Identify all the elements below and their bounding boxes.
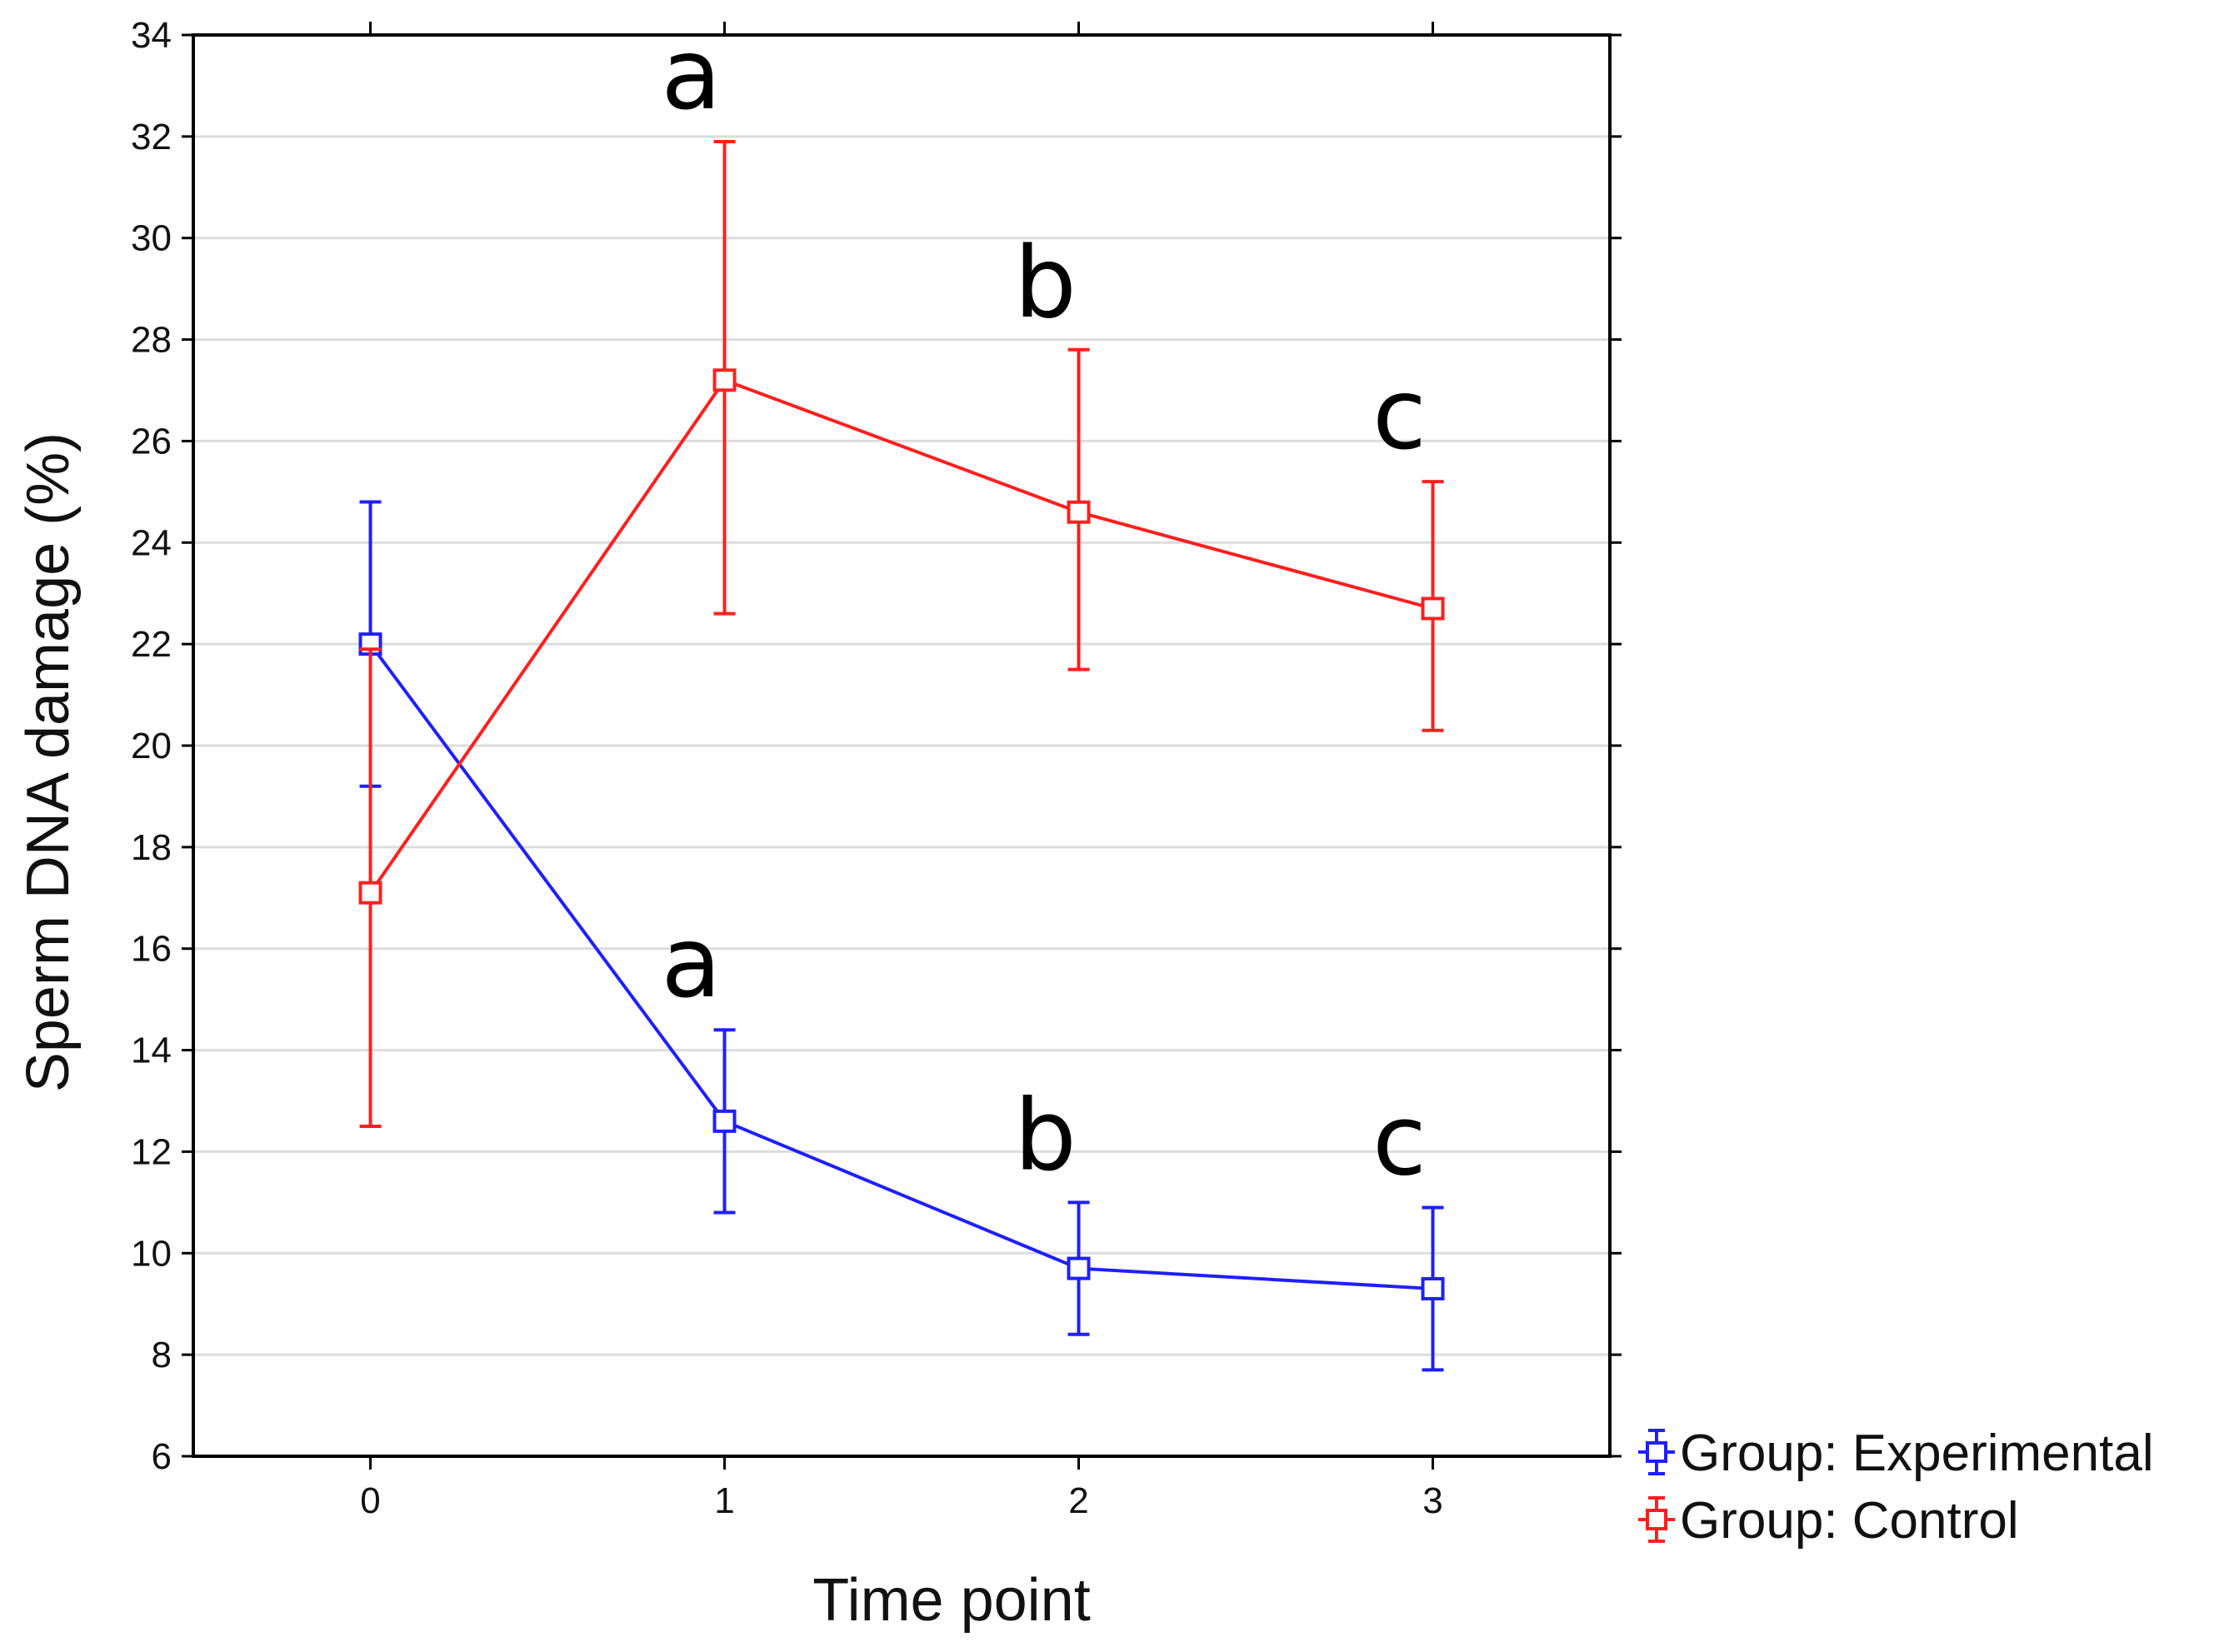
x-tick-label: 3 [1422, 1480, 1442, 1521]
y-tick-label: 12 [131, 1131, 172, 1172]
data-point [1067, 1256, 1091, 1280]
y-tick-label: 26 [131, 421, 172, 462]
y-tick-label: 20 [131, 726, 172, 766]
data-point [712, 368, 737, 392]
series-group-control [358, 139, 1445, 1128]
significance-letter: c [1372, 1082, 1427, 1197]
y-tick-label: 28 [131, 320, 172, 361]
grid-lines [193, 135, 1610, 1356]
legend-marker [1646, 1509, 1667, 1530]
series-line [368, 377, 1434, 894]
x-tick-label: 2 [1068, 1480, 1088, 1521]
data-point [1421, 596, 1445, 621]
legend-item: Group: Experimental [1638, 1425, 2154, 1482]
significance-letter: a [661, 17, 721, 132]
data-point [1067, 500, 1091, 524]
y-axis-title: Sperm DNA damage (%) [15, 432, 82, 1092]
data-point [358, 881, 382, 905]
y-tick-label: 34 [131, 15, 172, 56]
y-tick-label: 16 [131, 929, 172, 970]
significance-letter: b [1014, 225, 1077, 340]
y-tick-label: 30 [131, 218, 172, 259]
data-point [1421, 1276, 1445, 1300]
y-tick-label: 14 [131, 1031, 172, 1071]
y-tick-label: 10 [131, 1233, 172, 1274]
y-tick-label: 22 [131, 624, 172, 665]
significance-letter: c [1372, 357, 1427, 472]
y-tick-label: 8 [152, 1335, 172, 1375]
series-group-experimental [358, 500, 1445, 1372]
legend-marker [1646, 1441, 1667, 1463]
data-point [712, 1109, 737, 1133]
x-axis: 0 1 2 3 [360, 22, 1443, 1521]
series-group [358, 139, 1445, 1372]
y-tick-label: 18 [131, 827, 172, 868]
y-axis: 6 8 10 12 14 16 18 20 22 24 26 28 30 32 34 [131, 15, 1622, 1477]
significance-letter: a [661, 905, 721, 1020]
y-tick-label: 32 [131, 117, 172, 157]
y-tick-label: 24 [131, 522, 172, 563]
legend-label: Group: Control [1680, 1492, 2019, 1550]
x-tick-label: 0 [360, 1480, 380, 1521]
x-axis-title: Time point [812, 1567, 1090, 1634]
legend: Group: Experimental Group: Control [1638, 1425, 2154, 1550]
legend-label: Group: Experimental [1680, 1425, 2154, 1482]
annotations: a b c a b c [661, 17, 1427, 1197]
legend-item: Group: Control [1638, 1492, 2019, 1550]
y-tick-label: 6 [152, 1436, 172, 1477]
series-line [368, 642, 1433, 1290]
x-tick-label: 1 [714, 1480, 734, 1521]
significance-letter: b [1014, 1077, 1077, 1192]
